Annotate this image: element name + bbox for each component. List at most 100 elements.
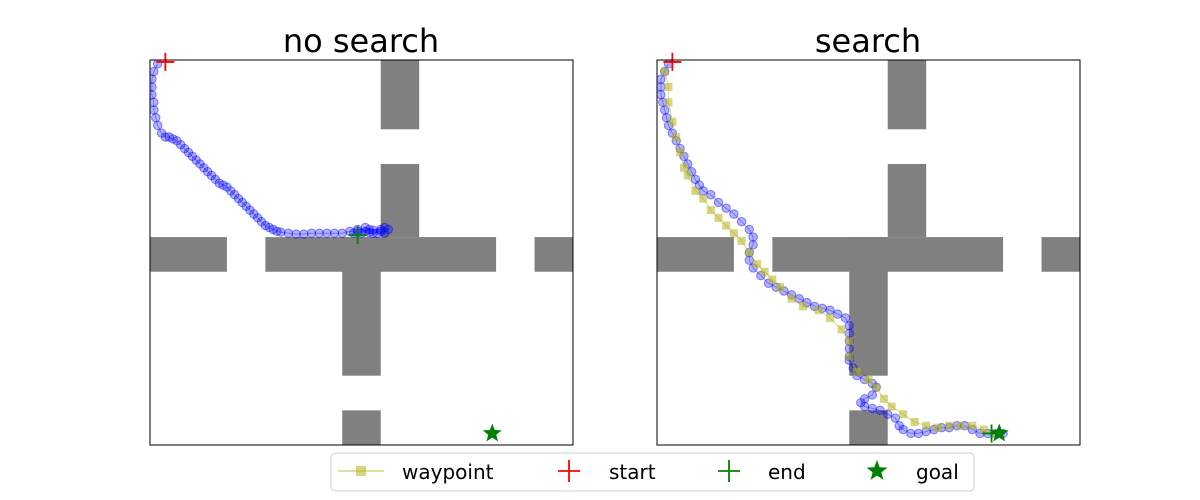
trajectory-point bbox=[844, 320, 854, 331]
waypoint-marker bbox=[945, 421, 954, 430]
plot-area-right bbox=[657, 60, 1080, 445]
trajectory-point bbox=[906, 428, 916, 439]
trajectory-point bbox=[748, 240, 758, 250]
waypoint-marker bbox=[910, 417, 919, 426]
trajectory-point bbox=[859, 401, 870, 412]
trajectory-point bbox=[657, 74, 666, 84]
waypoint-marker bbox=[664, 98, 673, 107]
trajectory-point bbox=[376, 226, 386, 237]
trajectory-point bbox=[150, 97, 159, 108]
waypoint-marker bbox=[679, 163, 688, 172]
trajectory-point bbox=[264, 222, 274, 233]
waypoint-marker bbox=[672, 133, 681, 141]
trajectory-point bbox=[229, 190, 240, 200]
waypoint-marker bbox=[691, 186, 700, 195]
markers-right bbox=[663, 52, 1009, 443]
trajectory-point bbox=[152, 120, 163, 131]
trajectory-point bbox=[291, 229, 301, 239]
trajectory-point bbox=[721, 203, 731, 213]
trajectory-point bbox=[176, 140, 186, 150]
wall-block bbox=[342, 237, 381, 376]
legend-waypoint-label: waypoint bbox=[402, 460, 494, 484]
trajectory-point bbox=[663, 60, 674, 69]
trajectory-point bbox=[222, 182, 232, 192]
end-marker bbox=[348, 226, 367, 245]
waypoint-marker bbox=[668, 117, 677, 126]
subplot-title-left: no search bbox=[283, 22, 439, 60]
wall-block bbox=[380, 163, 420, 238]
waypoint-marker bbox=[737, 236, 746, 245]
trajectory-point bbox=[179, 143, 190, 154]
waypoint-marker bbox=[814, 306, 823, 315]
trajectory-point bbox=[833, 309, 843, 319]
trajectory-point bbox=[875, 405, 885, 416]
trajectory-point bbox=[249, 209, 259, 219]
trajectory-point bbox=[150, 82, 157, 92]
waypoint-marker bbox=[683, 171, 692, 180]
trajectory-point bbox=[172, 136, 182, 146]
waypoint-marker bbox=[837, 325, 846, 334]
waypoint-marker bbox=[787, 294, 796, 303]
trajectory-point bbox=[187, 151, 198, 161]
legend-end: end bbox=[718, 460, 806, 484]
subplot-title-right: search bbox=[815, 22, 921, 60]
trajectory-line bbox=[151, 63, 390, 235]
waypoint-marker bbox=[845, 337, 854, 346]
wall-block bbox=[380, 60, 420, 130]
waypoint-marker bbox=[872, 383, 881, 392]
trajectory-point bbox=[152, 60, 163, 69]
waypoint-marker bbox=[768, 275, 777, 284]
trajectory-point bbox=[210, 174, 221, 185]
legend: waypoint start end goal bbox=[330, 452, 975, 492]
trajectory-point bbox=[890, 413, 901, 423]
waypoint-marker bbox=[660, 67, 669, 76]
trajectory-point bbox=[867, 390, 878, 400]
waypoint-marker bbox=[826, 313, 835, 322]
waypoint-marker bbox=[979, 425, 988, 434]
trajectory-point bbox=[376, 224, 386, 235]
trajectory-point bbox=[698, 186, 708, 196]
trajectory-point bbox=[368, 228, 378, 238]
trajectory-point bbox=[199, 163, 209, 173]
trajectory-point bbox=[856, 397, 866, 408]
trajectory-point bbox=[840, 313, 851, 323]
waypoint-marker bbox=[845, 352, 854, 361]
waypoint-marker bbox=[899, 410, 908, 419]
trajectory-point bbox=[883, 409, 893, 419]
waypoint-marker bbox=[956, 421, 965, 430]
trajectory-point bbox=[314, 228, 324, 238]
trajectory-point bbox=[241, 201, 251, 212]
trajectory-point bbox=[260, 220, 271, 231]
trajectory-point bbox=[360, 222, 371, 233]
trajectory-point bbox=[306, 228, 317, 238]
wall-block bbox=[887, 60, 927, 130]
waypoint-marker bbox=[968, 421, 977, 430]
wall-block bbox=[657, 237, 734, 272]
trajectory-point bbox=[383, 224, 394, 235]
waypoint-marker bbox=[714, 213, 723, 222]
legend-goal: goal bbox=[866, 460, 959, 484]
trajectory-point bbox=[151, 113, 161, 123]
trajectory-point bbox=[283, 228, 294, 238]
trajectory-point bbox=[276, 227, 286, 237]
waypoint-marker bbox=[722, 221, 731, 230]
trajectory-point bbox=[150, 105, 159, 115]
trajectory-point bbox=[195, 159, 205, 169]
trajectory-point bbox=[825, 305, 835, 315]
trajectory-point bbox=[202, 166, 213, 177]
trajectory-point bbox=[299, 229, 309, 239]
trajectory-point bbox=[364, 227, 374, 238]
trajectory-point bbox=[898, 424, 908, 435]
trajectory-point bbox=[729, 209, 739, 219]
trajectory-point bbox=[252, 213, 263, 223]
waypoint-marker bbox=[752, 260, 761, 269]
waypoint-marker bbox=[933, 423, 942, 432]
trajectory-point bbox=[379, 228, 390, 238]
waypoint-marker bbox=[706, 206, 715, 215]
axes-frame-left bbox=[149, 59, 574, 446]
waypoint-marker bbox=[699, 194, 708, 203]
trajectory-point bbox=[164, 132, 174, 142]
trajectory-point bbox=[894, 421, 904, 431]
trajectory-point bbox=[744, 224, 754, 235]
goal-marker bbox=[482, 423, 502, 442]
